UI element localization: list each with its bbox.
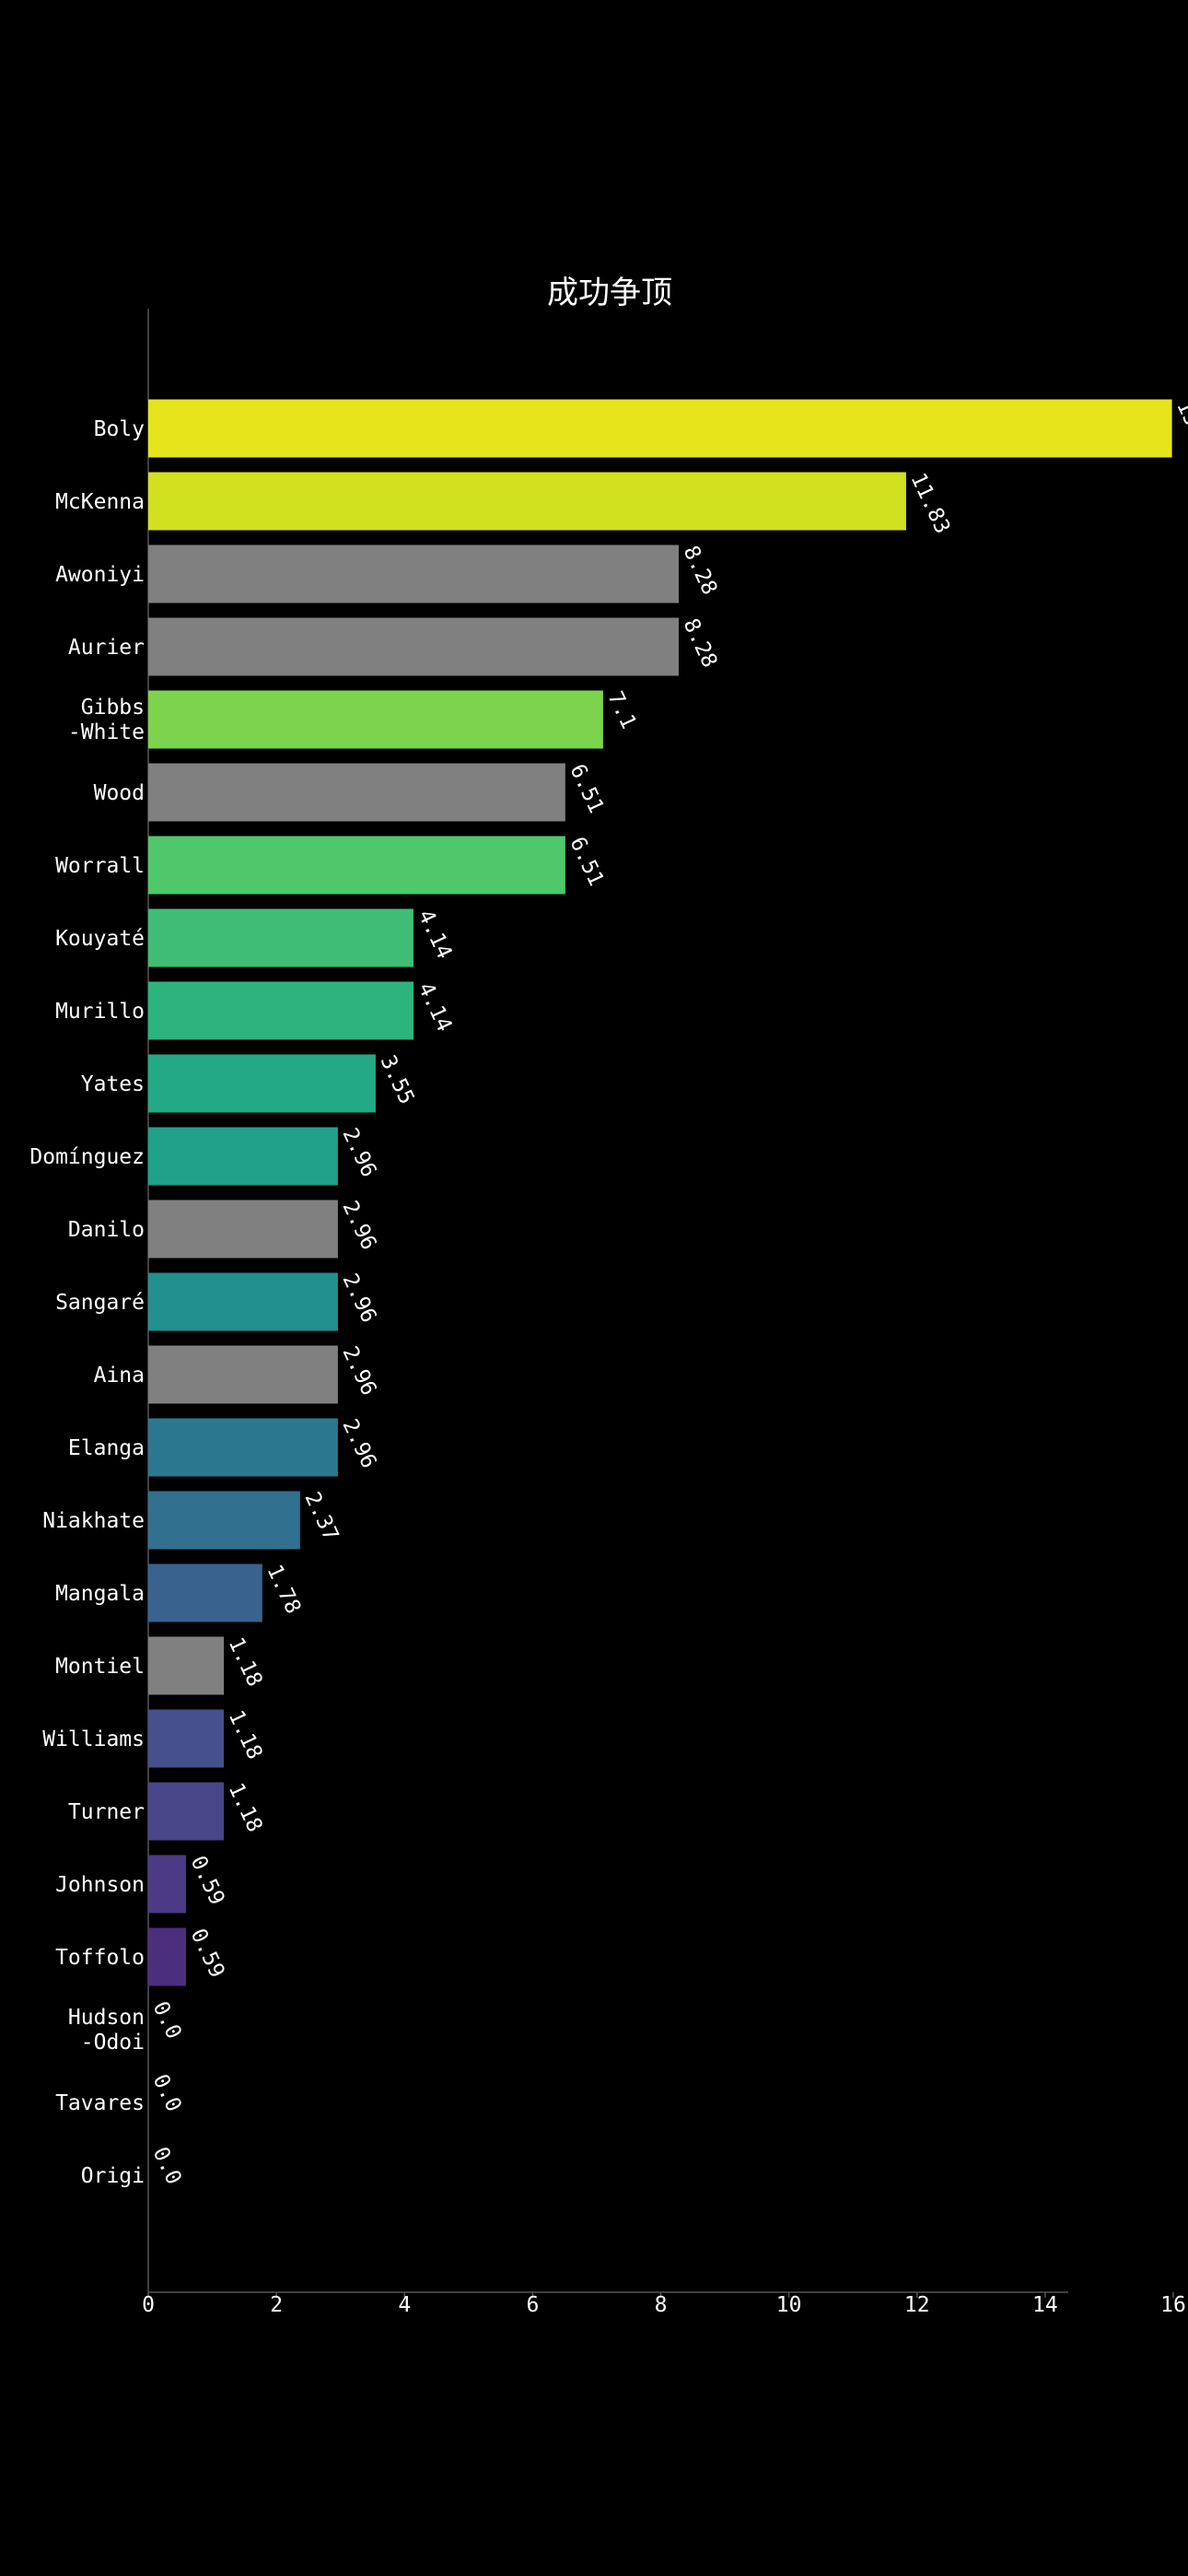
category-label: Domínguez	[29, 1145, 145, 1169]
value-label: 2.96	[337, 1343, 380, 1399]
category-label: Wood	[94, 781, 145, 805]
bar	[148, 1345, 338, 1404]
bars-layer	[148, 399, 1172, 1986]
category-label: Murillo	[55, 1000, 145, 1024]
category-label: Awoniyi	[55, 563, 145, 587]
bar	[148, 544, 679, 603]
value-label: 1.18	[224, 1707, 267, 1763]
x-tick-label: 8	[655, 2293, 668, 2317]
category-label: McKenna	[55, 490, 145, 514]
value-label: 1.78	[262, 1562, 305, 1618]
category-label: Origi	[81, 2164, 145, 2188]
value-label: 7.1	[602, 688, 640, 733]
value-label: 6.51	[565, 834, 608, 890]
category-label-line: Hudson	[68, 2006, 145, 2030]
bar	[148, 763, 565, 822]
bar	[148, 1200, 338, 1259]
category-label: Williams	[42, 1727, 145, 1751]
category-label: Danilo	[68, 1218, 145, 1242]
x-tick-label: 14	[1032, 2293, 1058, 2317]
x-tick-label: 4	[398, 2293, 411, 2317]
bar	[148, 399, 1172, 458]
x-tick-labels: 0 2 4 6 8 10 12 14 16	[142, 2292, 1186, 2317]
bar	[148, 1636, 225, 1695]
category-label: Niakhate	[42, 1509, 145, 1533]
bar	[148, 1127, 338, 1186]
value-label: 0.0	[148, 2071, 186, 2116]
value-label: 2.96	[337, 1125, 380, 1181]
value-label: 15.98	[1171, 397, 1188, 465]
category-label-line: -Odoi	[81, 2031, 145, 2055]
value-label: 0.59	[186, 1853, 229, 1909]
category-label-line: Gibbs	[81, 696, 145, 720]
category-label: Tavares	[55, 2091, 145, 2115]
value-label: 8.28	[679, 615, 722, 672]
value-label: 0.0	[148, 2144, 186, 2189]
category-label-line: -White	[68, 720, 145, 744]
bar	[148, 690, 603, 749]
bar	[148, 1927, 187, 1986]
value-label: 4.14	[413, 979, 457, 1036]
bar	[148, 1709, 225, 1768]
value-label: 8.28	[679, 543, 722, 599]
category-label: Boly	[94, 417, 145, 441]
category-label: Montiel	[55, 1655, 145, 1679]
bar	[148, 1855, 187, 1914]
category-label: Yates	[81, 1072, 145, 1096]
category-label: Toffolo	[55, 1946, 145, 1970]
category-label: Turner	[68, 1800, 145, 1824]
x-tick-label: 0	[142, 2293, 155, 2317]
bar	[148, 617, 679, 676]
bar	[148, 836, 565, 895]
value-label: 2.37	[299, 1489, 343, 1545]
bar	[148, 1782, 225, 1841]
value-label: 2.96	[337, 1416, 380, 1472]
category-label: Aina	[94, 1364, 145, 1388]
category-label: Elanga	[68, 1436, 145, 1460]
bar	[148, 1563, 262, 1622]
x-tick-label: 2	[270, 2293, 283, 2317]
value-label: 11.83	[905, 470, 954, 538]
value-label: 0.59	[186, 1926, 229, 1982]
category-label: Aurier	[68, 636, 145, 660]
value-label: 1.18	[224, 1634, 267, 1691]
category-label: Kouyaté	[55, 927, 145, 951]
x-tick-label: 12	[904, 2293, 930, 2317]
x-tick-label: 16	[1160, 2293, 1186, 2317]
value-label: 1.18	[224, 1780, 267, 1836]
bar	[148, 472, 906, 531]
value-label: 0.0	[148, 1998, 186, 2043]
x-tick-label: 6	[526, 2293, 539, 2317]
bar	[148, 1491, 300, 1550]
category-label: Mangala	[55, 1582, 145, 1606]
category-label: Johnson	[55, 1873, 145, 1897]
category-label: Sangaré	[55, 1291, 145, 1315]
bar	[148, 981, 413, 1040]
category-label: Hudson -Odoi	[68, 2006, 145, 2055]
value-label: 2.96	[337, 1270, 380, 1327]
bar	[148, 1418, 338, 1477]
value-label: 6.51	[565, 761, 608, 817]
value-label: 3.55	[376, 1052, 419, 1108]
value-label: 2.96	[337, 1198, 380, 1254]
category-label: Worrall	[55, 854, 145, 878]
category-label: Gibbs -White	[68, 696, 145, 744]
chart-title: 成功争顶	[547, 275, 672, 311]
bar	[148, 908, 413, 967]
bar	[148, 1272, 338, 1331]
bar	[148, 1054, 376, 1113]
x-tick-label: 10	[776, 2293, 802, 2317]
category-labels: Boly McKenna Awoniyi Aurier Gibbs -White Wood W…	[29, 417, 145, 2188]
value-label: 4.14	[413, 907, 457, 963]
